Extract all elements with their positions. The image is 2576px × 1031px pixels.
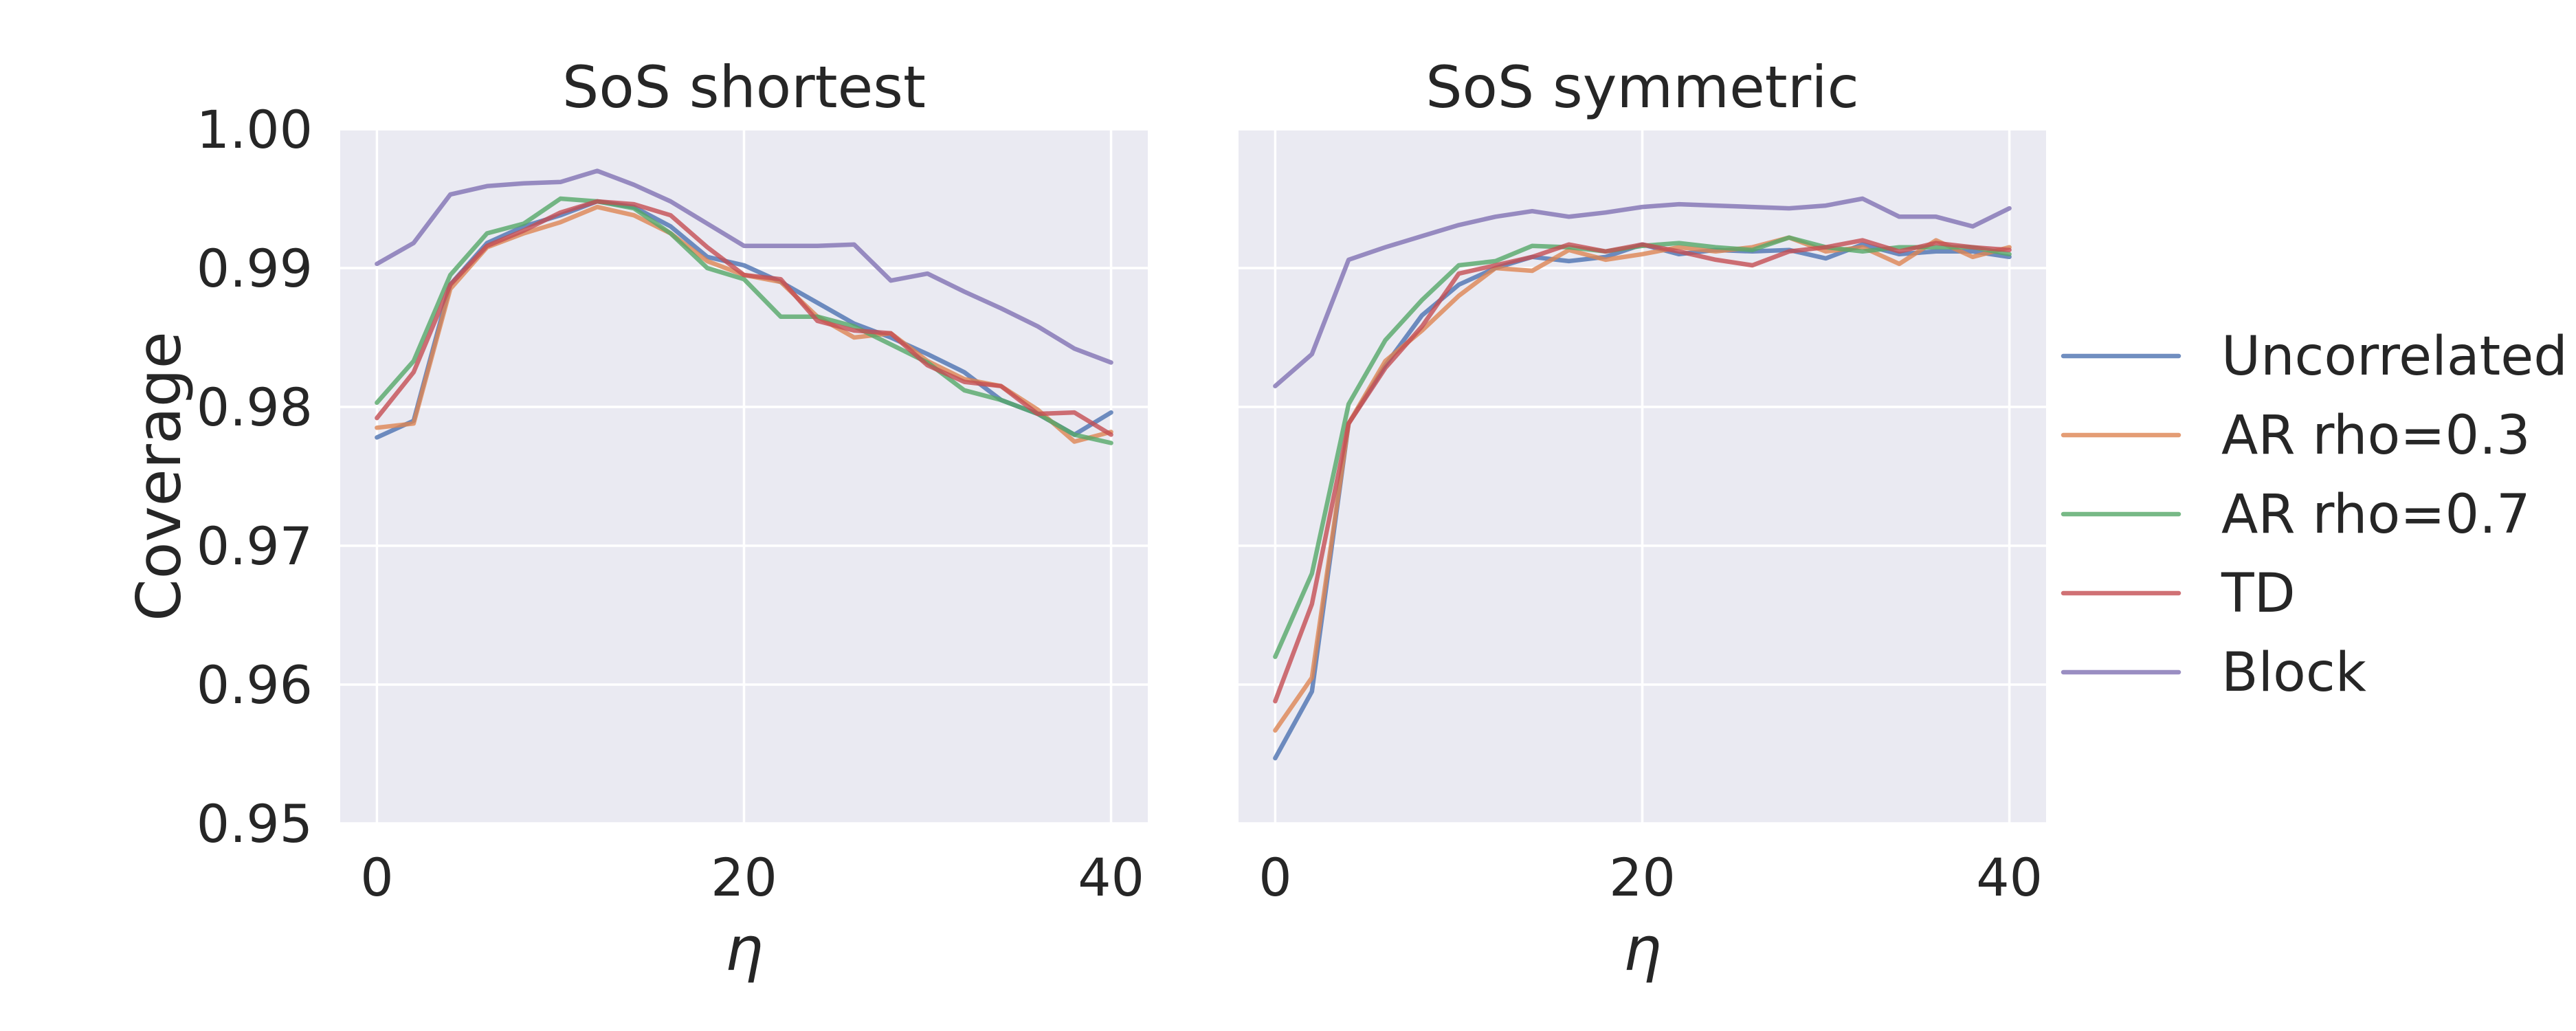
y-tick-label: 1.00 [197,99,313,160]
legend: Uncorrelated AR rho=0.3 AR rho=0.7 TD Block [2061,326,2568,704]
x-axis-label: η [725,913,764,984]
y-tick-label: 0.98 [197,377,313,438]
series-line-td [1273,238,2012,704]
x-tick-label: 20 [711,847,777,908]
x-tick-label: 40 [1078,847,1144,908]
series-line-block [1273,196,2012,388]
series-line-ar-rho-0-7 [375,196,1113,445]
series-line-block [375,168,1113,365]
legend-label: Block [2221,642,2366,704]
x-tick-label: 0 [360,847,393,908]
legend-label: AR rho=0.7 [2221,484,2531,546]
series-line-td [375,199,1113,437]
chart-panel-2: 0 20 40 SoS symmetric η [1239,54,2046,984]
y-tick-label: 0.99 [197,238,313,299]
legend-label: AR rho=0.3 [2221,405,2531,467]
legend-label: Uncorrelated [2221,326,2568,388]
chart-title: SoS symmetric [1425,54,1859,121]
y-tick-label: 0.95 [197,793,313,854]
y-axis-label: Coverage [124,331,195,621]
legend-label: TD [2221,563,2296,625]
y-tick-label: 0.96 [197,654,313,716]
x-tick-label: 20 [1609,847,1676,908]
series-line-uncorrelated [375,199,1113,440]
x-tick-label: 0 [1258,847,1291,908]
y-tick-label: 0.97 [197,516,313,577]
chart-title: SoS shortest [562,54,926,121]
x-axis-label: η [1623,913,1662,984]
chart-panel-1: 0 20 40 0.95 0.96 0.97 0.98 0.99 1.00 SoS shortes… [124,54,1148,984]
x-tick-label: 40 [1976,847,2043,908]
